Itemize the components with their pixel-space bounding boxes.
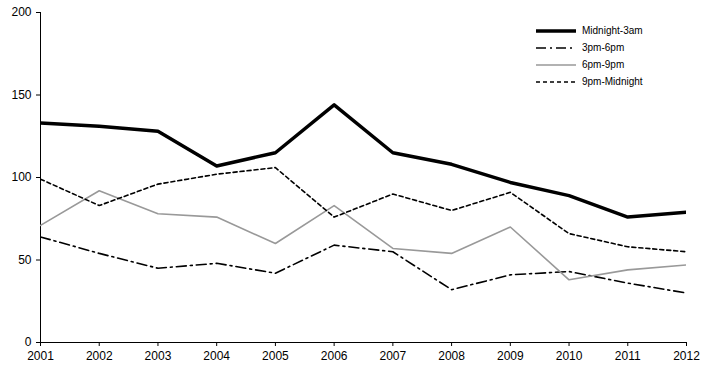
svg-text:2009: 2009 — [497, 349, 524, 363]
svg-text:2010: 2010 — [556, 349, 583, 363]
svg-text:0: 0 — [25, 335, 32, 349]
html-text:Midnight-3am: Midnight-3am — [582, 25, 643, 36]
svg-text:2001: 2001 — [27, 349, 54, 363]
svg-text:200: 200 — [11, 5, 31, 19]
svg-text:2003: 2003 — [145, 349, 172, 363]
svg-text:2011: 2011 — [615, 349, 641, 363]
svg-text:2006: 2006 — [321, 349, 348, 363]
svg-text:2005: 2005 — [262, 349, 289, 363]
svg-text:100: 100 — [11, 170, 31, 184]
svg-text:2008: 2008 — [438, 349, 465, 363]
svg-text:2007: 2007 — [380, 349, 407, 363]
html-text:6pm-9pm: 6pm-9pm — [582, 59, 625, 70]
svg-text:50: 50 — [18, 253, 32, 267]
html-text:9pm-Midnight: 9pm-Midnight — [582, 76, 643, 87]
svg-text:2004: 2004 — [203, 349, 230, 363]
svg-text:2012: 2012 — [673, 349, 700, 363]
svg-text:2002: 2002 — [86, 349, 113, 363]
svg-text:150: 150 — [11, 88, 31, 102]
html-text:3pm-6pm: 3pm-6pm — [582, 42, 625, 53]
